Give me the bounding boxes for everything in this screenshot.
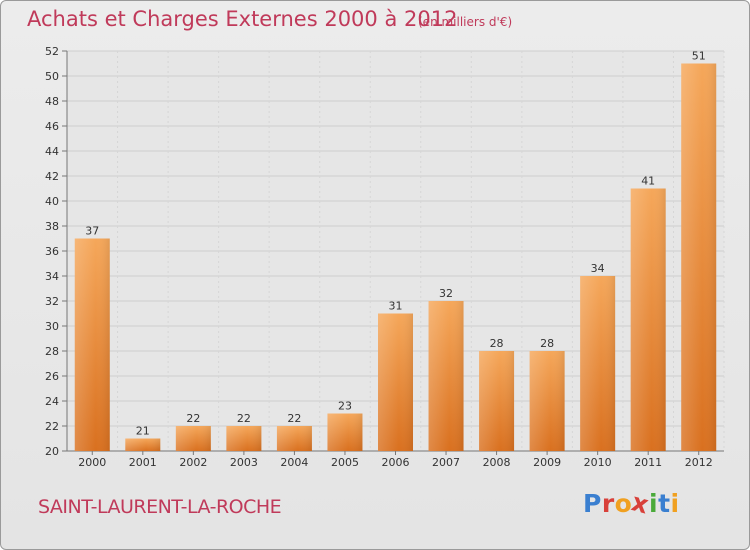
bar-shade [175, 426, 211, 451]
y-tick-label: 38 [45, 220, 59, 233]
y-tick-label: 26 [45, 370, 59, 383]
bar-shade [276, 426, 312, 451]
bar-shade [428, 301, 464, 451]
bar-shade [327, 413, 363, 451]
x-tick-label: 2002 [179, 456, 207, 469]
y-tick-label: 22 [45, 420, 59, 433]
value-label: 32 [439, 287, 453, 300]
x-tick-label: 2011 [634, 456, 662, 469]
value-label: 23 [338, 400, 352, 413]
value-label: 34 [591, 262, 605, 275]
y-tick-label: 42 [45, 170, 59, 183]
bar-shade [74, 238, 110, 451]
chart-unit: (en milliers d'€) [418, 15, 513, 29]
y-tick-label: 28 [45, 345, 59, 358]
bars [74, 63, 717, 451]
chart-title: Achats et Charges Externes 2000 à 2012 [27, 7, 458, 31]
y-tick-label: 50 [45, 70, 59, 83]
commune-name: SAINT-LAURENT-LA-ROCHE [38, 496, 282, 518]
logo-letter: P [583, 489, 602, 518]
bar-shade [681, 63, 717, 451]
bar-shade [630, 188, 666, 451]
value-label: 22 [186, 412, 200, 425]
bar-shade [580, 276, 616, 451]
x-tick-label: 2005 [331, 456, 359, 469]
logo-letter: i [670, 489, 680, 518]
y-tick-label: 48 [45, 95, 59, 108]
x-tick-label: 2003 [230, 456, 258, 469]
y-tick-label: 40 [45, 195, 59, 208]
bar-shade [479, 351, 515, 451]
labels: 20 22 24 26 28 30 32 34 36 38 40 42 44 46 48 50 52 37 2000… [45, 45, 713, 469]
x-tick-label: 2007 [432, 456, 460, 469]
value-label: 28 [490, 337, 504, 350]
x-tick-label: 2006 [382, 456, 410, 469]
y-tick-label: 34 [45, 270, 59, 283]
y-tick-label: 30 [45, 320, 59, 333]
proxiti-logo: Proxiti [583, 487, 680, 519]
value-label: 28 [540, 337, 554, 350]
y-tick-label: 32 [45, 295, 59, 308]
value-label: 22 [287, 412, 301, 425]
y-tick-label: 46 [45, 120, 59, 133]
y-tick-label: 36 [45, 245, 59, 258]
bar-shade [226, 426, 262, 451]
y-tick-label: 24 [45, 395, 59, 408]
x-tick-label: 2004 [280, 456, 308, 469]
value-label: 22 [237, 412, 251, 425]
logo-letter: t [658, 489, 671, 518]
x-tick-label: 2012 [685, 456, 713, 469]
x-tick-label: 2009 [533, 456, 561, 469]
value-label: 21 [136, 425, 150, 438]
bar-shade [125, 438, 161, 451]
bar-shade [529, 351, 565, 451]
y-tick-label: 20 [45, 445, 59, 458]
logo-letter: r [601, 489, 615, 518]
value-label: 31 [389, 300, 403, 313]
bar-shade [378, 313, 413, 451]
x-tick-label: 2008 [483, 456, 511, 469]
value-label: 37 [85, 225, 99, 238]
x-tick-label: 2000 [78, 456, 106, 469]
y-tick-label: 52 [45, 45, 59, 58]
value-label: 41 [641, 175, 655, 188]
logo-letter: i [649, 489, 659, 518]
value-label: 51 [692, 50, 706, 63]
y-tick-label: 44 [45, 145, 59, 158]
x-tick-label: 2010 [584, 456, 612, 469]
logo-letter: o [614, 489, 633, 518]
x-tick-label: 2001 [129, 456, 157, 469]
